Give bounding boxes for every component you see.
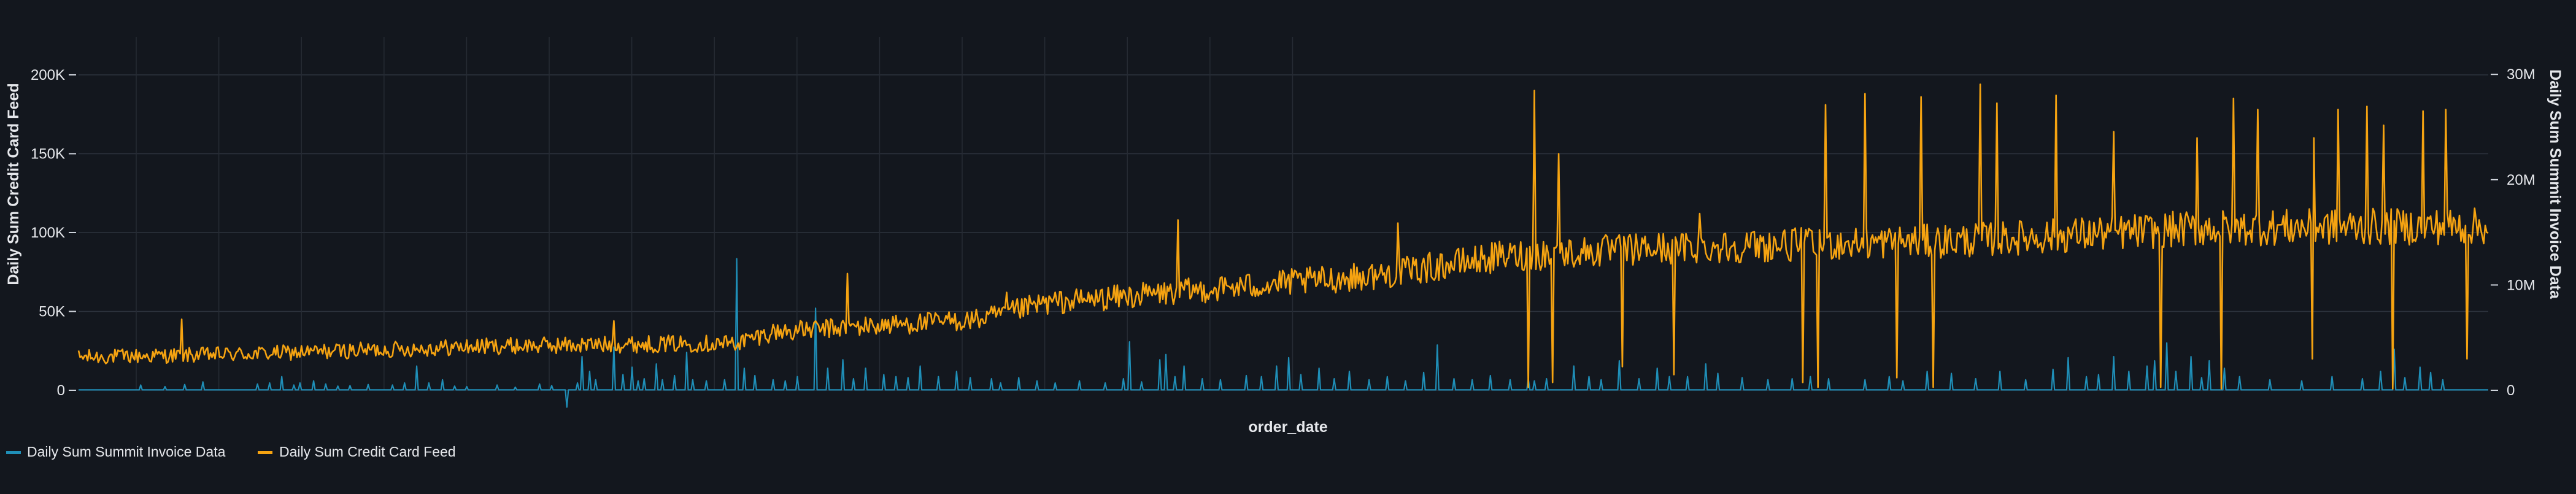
x-axis-title: order_date	[1248, 419, 1327, 436]
right-y-axis: 0 10M 20M 30M	[2491, 66, 2536, 399]
left-tick-label-4: 200K	[31, 67, 65, 83]
series-line-credit-card-feed	[77, 83, 2489, 390]
legend[interactable]: Daily Sum Summit Invoice Data Daily Sum …	[6, 444, 456, 460]
left-tick-label-2: 100K	[31, 225, 65, 241]
left-tick-label-0: 0	[57, 382, 65, 399]
right-y-axis-title: Daily Sum Summit Invoice Data	[2547, 69, 2564, 299]
grid	[79, 37, 2488, 391]
legend-item-summit-invoice[interactable]: Daily Sum Summit Invoice Data	[6, 444, 226, 460]
left-y-axis-title: Daily Sum Credit Card Feed	[5, 83, 22, 285]
legend-swatch-credit-card-feed	[258, 451, 272, 454]
series-layer	[77, 83, 2489, 408]
left-tick-label-3: 150K	[31, 145, 65, 162]
legend-swatch-summit-invoice	[6, 451, 21, 454]
right-tick-label-1: 10M	[2507, 277, 2536, 293]
right-tick-label-3: 30M	[2507, 66, 2536, 83]
legend-label-summit-invoice: Daily Sum Summit Invoice Data	[27, 444, 226, 460]
left-tick-label-1: 50K	[39, 303, 65, 320]
legend-item-credit-card-feed[interactable]: Daily Sum Credit Card Feed	[258, 444, 456, 460]
series-line-summit-invoice-data	[79, 258, 2488, 408]
legend-label-credit-card-feed: Daily Sum Credit Card Feed	[279, 444, 456, 460]
right-tick-label-2: 20M	[2507, 172, 2536, 188]
left-y-axis: 0 50K 100K 150K 200K	[31, 67, 76, 399]
right-tick-label-0: 0	[2507, 382, 2515, 399]
